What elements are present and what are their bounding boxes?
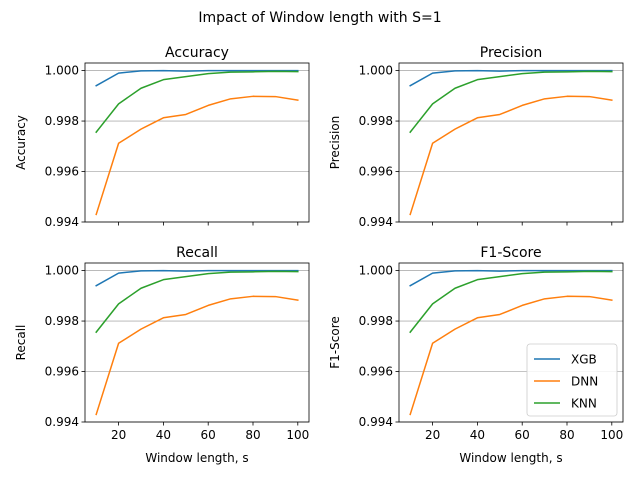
x-tick-label: 40 — [470, 428, 485, 442]
y-axis-label: Recall — [14, 325, 28, 361]
y-tick-label: 0.998 — [45, 114, 79, 128]
legend-label-knn: KNN — [571, 397, 597, 411]
panel-title: Precision — [480, 45, 542, 61]
y-tick-label: 0.996 — [359, 165, 393, 179]
panel-accuracy — [81, 62, 310, 226]
y-axis-label: Precision — [328, 116, 342, 170]
series-line-dnn — [409, 295, 613, 416]
x-tick-label: 60 — [201, 428, 216, 442]
y-tick-label: 0.998 — [359, 314, 393, 328]
series-line-xgb — [409, 269, 613, 287]
series-line-xgb — [95, 269, 299, 287]
x-tick-label: 100 — [600, 428, 623, 442]
y-tick-label: 0.998 — [45, 314, 79, 328]
x-tick-label: 80 — [245, 428, 260, 442]
panel-f1-score — [395, 262, 624, 426]
series-line-knn — [95, 270, 299, 334]
legend-label-xgb: XGB — [571, 353, 597, 367]
y-axis-label: F1-Score — [328, 316, 342, 368]
y-tick-label: 0.998 — [359, 114, 393, 128]
panel-title: Accuracy — [165, 45, 229, 61]
y-tick-label: 0.996 — [45, 165, 79, 179]
y-tick-label: 0.994 — [359, 215, 393, 229]
series-line-xgb — [95, 69, 299, 87]
y-tick-label: 0.996 — [359, 365, 393, 379]
panel-precision — [395, 62, 624, 226]
y-tick-label: 1.000 — [359, 264, 393, 278]
x-tick-label: 20 — [111, 428, 126, 442]
series-line-dnn — [409, 95, 613, 216]
y-tick-label: 0.996 — [45, 365, 79, 379]
x-tick-label: 80 — [559, 428, 574, 442]
y-tick-label: 0.994 — [45, 215, 79, 229]
panel-title: Recall — [176, 245, 218, 261]
series-line-knn — [409, 270, 613, 334]
axes-frame — [398, 62, 624, 223]
series-line-xgb — [409, 69, 613, 87]
series-line-dnn — [95, 95, 299, 216]
y-tick-label: 1.000 — [45, 64, 79, 78]
axes-frame — [84, 262, 310, 423]
axes-frame — [84, 62, 310, 223]
x-tick-label: 20 — [425, 428, 440, 442]
x-tick-label: 60 — [515, 428, 530, 442]
legend-box — [526, 343, 618, 417]
figure-suptitle: Impact of Window length with S=1 — [198, 10, 441, 26]
series-line-knn — [409, 70, 613, 134]
y-tick-label: 0.994 — [359, 415, 393, 429]
y-tick-label: 0.994 — [45, 415, 79, 429]
x-axis-label: Window length, s — [459, 451, 562, 465]
axes-frame — [398, 262, 624, 423]
legend-label-dnn: DNN — [571, 375, 598, 389]
panel-recall — [81, 262, 310, 426]
series-line-knn — [95, 70, 299, 134]
x-tick-label: 100 — [286, 428, 309, 442]
panel-title: F1-Score — [480, 245, 541, 261]
x-axis-label: Window length, s — [145, 451, 248, 465]
y-tick-label: 1.000 — [45, 264, 79, 278]
y-tick-label: 1.000 — [359, 64, 393, 78]
x-tick-label: 40 — [156, 428, 171, 442]
y-axis-label: Accuracy — [14, 115, 28, 170]
series-line-dnn — [95, 295, 299, 416]
